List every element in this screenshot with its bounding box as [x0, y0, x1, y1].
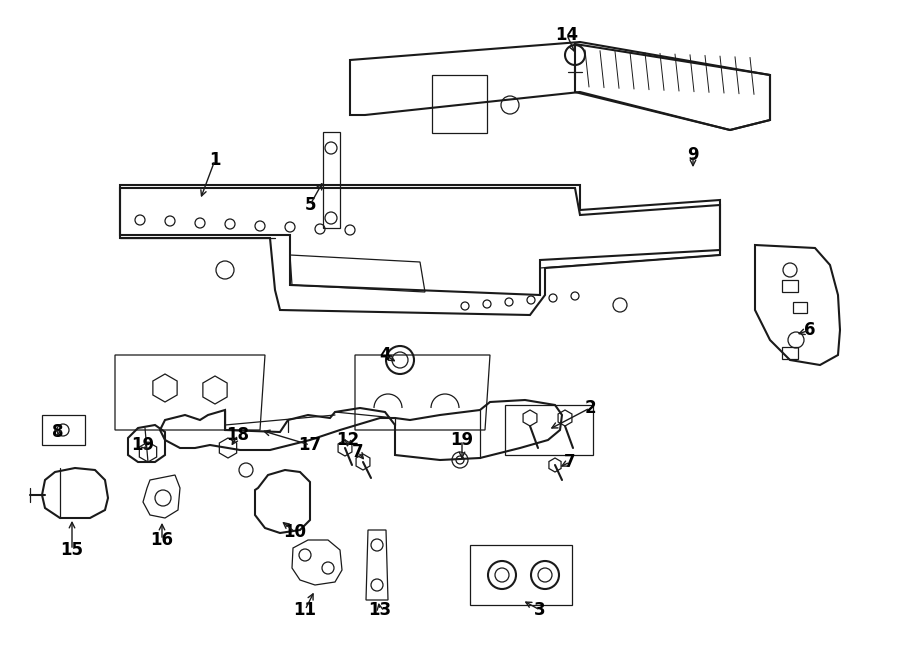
Bar — [793, 302, 807, 313]
Text: 11: 11 — [293, 601, 317, 619]
Text: 13: 13 — [368, 601, 392, 619]
Text: 7: 7 — [564, 453, 576, 471]
Bar — [505, 405, 593, 455]
Text: 16: 16 — [150, 531, 174, 549]
Text: 10: 10 — [284, 523, 307, 541]
Text: 19: 19 — [450, 431, 473, 449]
Text: 19: 19 — [131, 436, 155, 454]
Bar — [470, 545, 572, 605]
Text: 17: 17 — [299, 436, 321, 454]
Text: 3: 3 — [535, 601, 545, 619]
Text: 12: 12 — [337, 431, 360, 449]
Bar — [432, 75, 487, 133]
Text: 6: 6 — [805, 321, 815, 339]
Text: 18: 18 — [227, 426, 249, 444]
Bar — [782, 347, 798, 359]
Text: 9: 9 — [688, 146, 698, 164]
Text: 15: 15 — [60, 541, 84, 559]
Text: 8: 8 — [52, 423, 64, 441]
Text: 1: 1 — [209, 151, 220, 169]
Text: 14: 14 — [555, 26, 579, 44]
Text: 7: 7 — [352, 443, 364, 461]
Text: 5: 5 — [304, 196, 316, 214]
Bar — [782, 280, 798, 292]
Text: 4: 4 — [379, 346, 391, 364]
Text: 2: 2 — [584, 399, 596, 417]
